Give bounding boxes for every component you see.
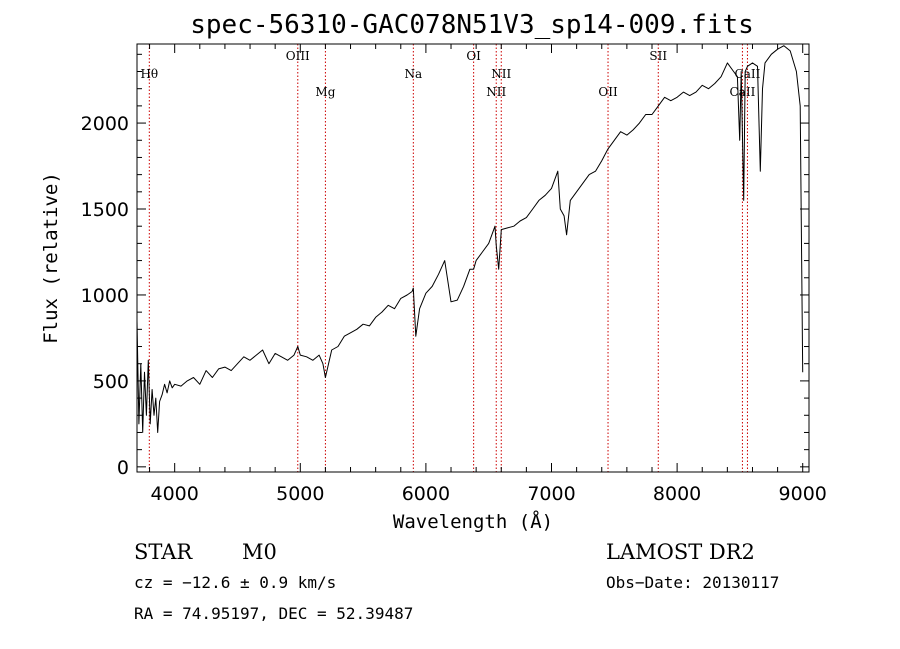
spectral-line-label-3: Na (405, 67, 423, 81)
x-tick-label-0: 4000 (151, 483, 199, 505)
object-class: STAR (134, 540, 193, 564)
observation-date: Obs−Date: 20130117 (606, 573, 779, 592)
x-tick-label-2: 6000 (402, 483, 450, 505)
object-subclass: M0 (242, 540, 277, 564)
spectral-line-label-8: SII (649, 49, 667, 63)
spectral-line-markers: Hθ OIII Mg Na OI NII NII OII SII CaII CaII (140, 44, 761, 472)
series-flux-line (136, 45, 804, 433)
y-tick-label-1: 500 (93, 371, 129, 393)
spectral-line-label-0: Hθ (140, 67, 158, 81)
spectral-line-label-6: NII (491, 67, 511, 81)
x-tick-label-5: 9000 (779, 483, 827, 505)
coordinates: RA = 74.95197, DEC = 52.39487 (134, 604, 413, 623)
y-tick-label-2: 1000 (81, 285, 129, 307)
y-tick-label-0: 0 (117, 457, 129, 479)
spectral-line-label-1: OIII (286, 49, 310, 63)
spectral-line-label-10: CaII (735, 67, 761, 81)
redshift-info: cz = −12.6 ± 0.9 km/s (134, 573, 336, 592)
x-tick-label-4: 8000 (653, 483, 701, 505)
x-tick-label-1: 5000 (276, 483, 324, 505)
x-axis-label: Wavelength (Å) (393, 510, 553, 533)
survey-label: LAMOST DR2 (606, 540, 755, 564)
x-tick-label-3: 7000 (527, 483, 575, 505)
y-tick-label-3: 1500 (81, 199, 129, 221)
series-layer (136, 45, 804, 433)
y-axis-label: Flux (relative) (40, 172, 62, 344)
y-tick-label-4: 2000 (81, 113, 129, 135)
axis-ticks: 4000 5000 6000 7000 8000 9000 0 500 1000 1500 2000 (81, 44, 827, 505)
spectral-line-label-2: Mg (315, 85, 335, 99)
spectral-line-label-7: OII (598, 85, 618, 99)
spectral-line-label-9: CaII (730, 85, 756, 99)
spectral-line-label-5: NII (486, 85, 506, 99)
plot-frame (136, 43, 810, 473)
plot-title: spec-56310-GAC078N51V3_sp14-009.fits (190, 10, 754, 40)
spectral-line-label-4: OI (466, 49, 481, 63)
